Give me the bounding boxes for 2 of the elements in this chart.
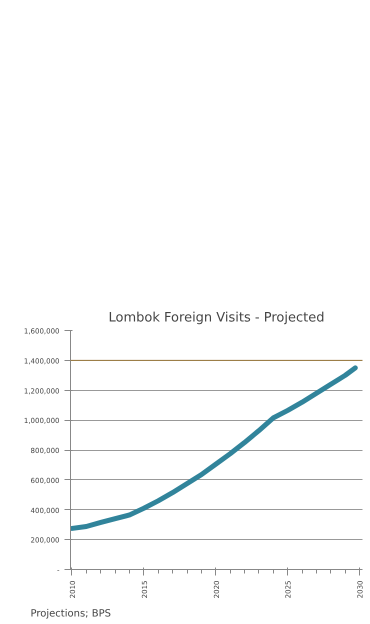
chart-title: Lombok Foreign Visits - Projected <box>108 310 324 326</box>
text: Projections; BPS <box>30 608 111 620</box>
